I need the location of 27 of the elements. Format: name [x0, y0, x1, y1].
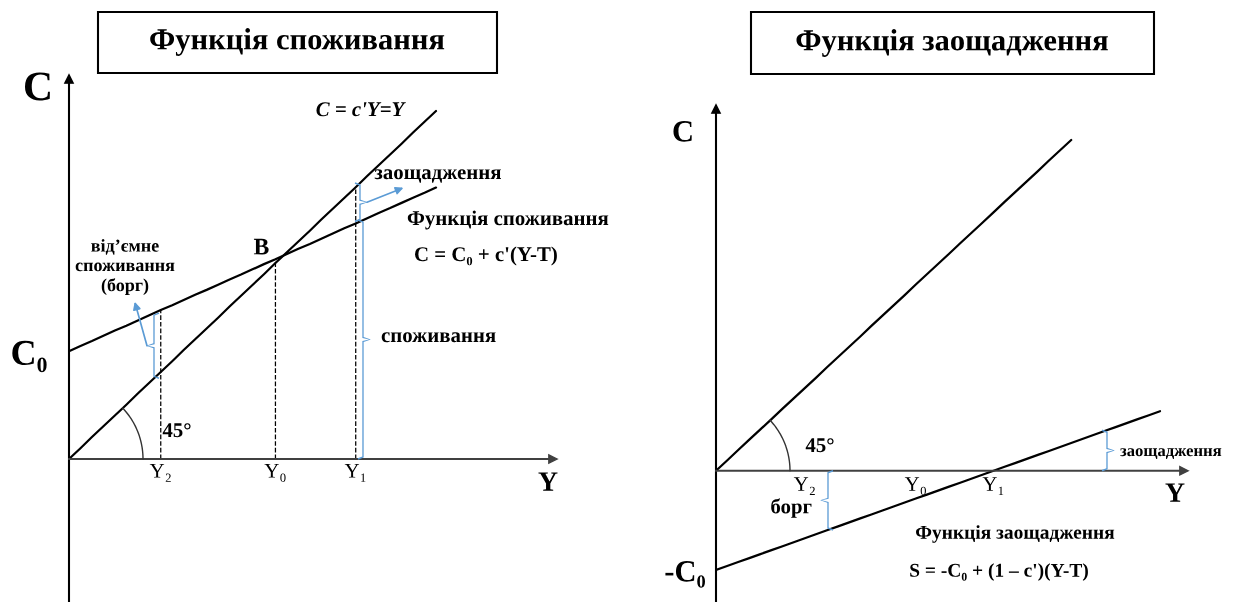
x-axis-title: Y — [1165, 483, 1185, 502]
annotation: заощадження — [1120, 448, 1222, 459]
annotation: 45° — [162, 423, 191, 438]
chart-title: Функція заощадження — [796, 29, 1108, 57]
x-tick-label: Y₁ — [982, 477, 1004, 495]
x-tick-label: Y₁ — [344, 463, 366, 482]
text: C₀ — [12, 340, 47, 373]
x-axis-title: Y — [538, 472, 558, 491]
annotation: Функція заощадження — [916, 525, 1115, 543]
annotation: S = -C₀ + (1 – c')(Y-T) — [910, 563, 1088, 581]
y-axis-title: C — [24, 72, 50, 101]
x-tick-label: Y₂ — [149, 463, 171, 482]
annotation: борг — [771, 498, 812, 518]
x-tick-label: Y₀ — [264, 463, 286, 482]
annotation: C = c'Y=Y — [316, 102, 406, 117]
annotation: від’ємне споживання (борг) — [75, 239, 175, 295]
annotation: B — [253, 238, 269, 255]
y-axis-title: C — [673, 121, 692, 142]
annotation: 45° — [805, 438, 834, 453]
x-tick-label: Y₂ — [793, 477, 815, 496]
annotation: Функція споживання — [407, 210, 609, 230]
text: -C₀ — [665, 561, 705, 588]
chart-title: Функція споживання — [150, 28, 445, 56]
annotation: заощадження — [374, 169, 501, 183]
x-tick-label: Y₀ — [904, 477, 926, 496]
annotation: споживання — [381, 332, 496, 343]
annotation: C = C₀ + c'(Y-T) — [415, 246, 557, 266]
